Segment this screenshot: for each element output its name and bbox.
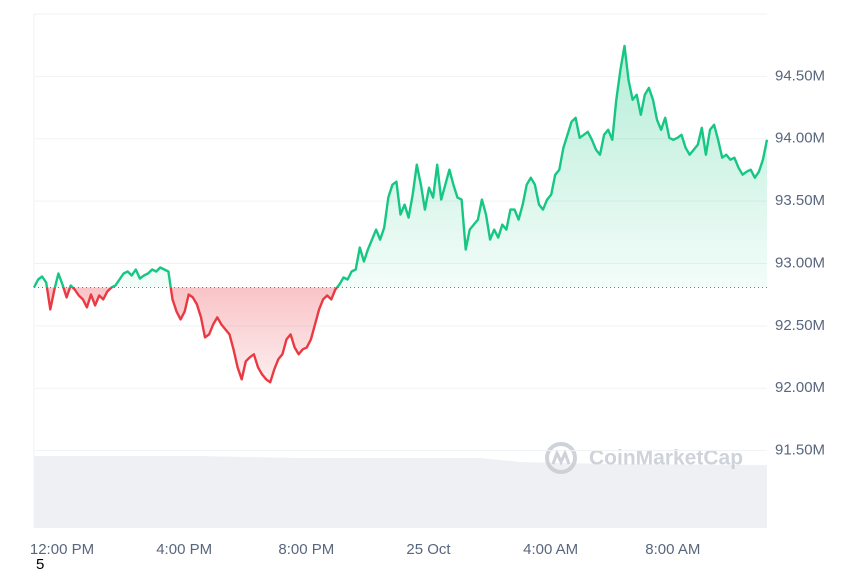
area-fill [34,45,767,383]
x-tick-label: 25 Oct [406,541,451,558]
x-tick-label: 12:00 PM [30,541,94,558]
x-tick-label: 8:00 PM [278,541,334,558]
corner-label: 5 [36,556,44,573]
price-line [32,44,769,384]
x-tick-label: 4:00 PM [156,541,212,558]
watermark-text: CoinMarketCap [589,447,743,470]
watermark: CoinMarketCap [545,442,743,474]
volume-area [34,456,767,528]
y-tick-label: 93.50M [775,192,825,209]
y-tick-label: 92.00M [775,379,825,396]
x-tick-label: 8:00 AM [645,541,700,558]
y-tick-label: 94.50M [775,67,825,84]
y-tick-label: 92.50M [775,317,825,334]
x-tick-label: 4:00 AM [523,541,578,558]
watermark-logo [545,442,577,474]
watermark-logo-mark [551,448,571,466]
y-tick-label: 94.00M [775,130,825,147]
y-tick-label: 91.50M [775,442,825,459]
y-tick-label: 93.00M [775,254,825,271]
